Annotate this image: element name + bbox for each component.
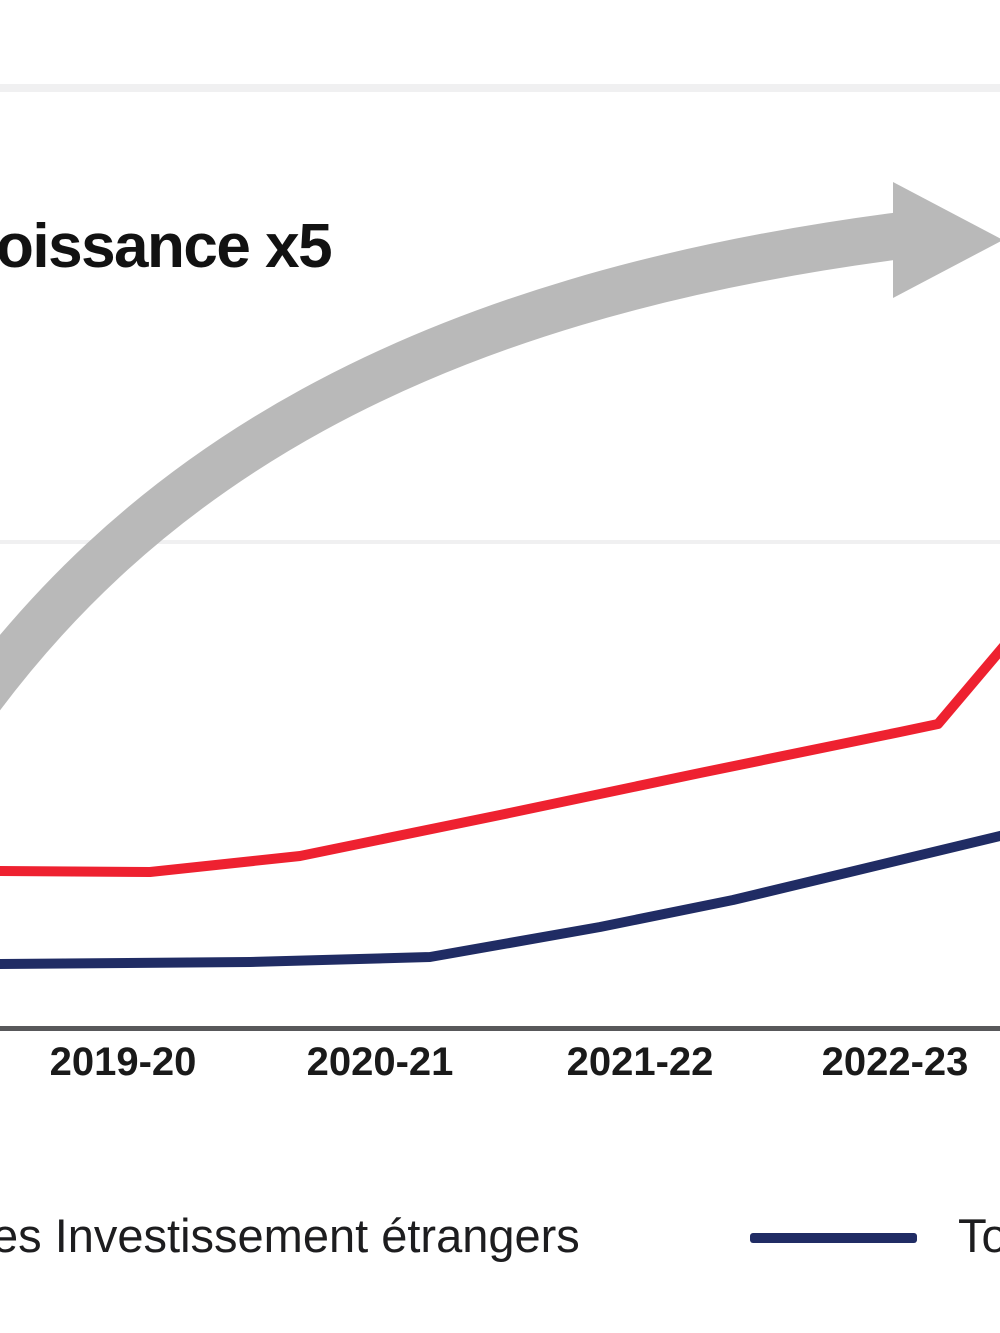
legend-swatch-navy [750,1233,917,1243]
legend-label-investissement-etrangers: es Investissement étrangers [0,1209,580,1262]
gridline-top [0,84,1000,92]
growth-arrow-head-icon [893,182,1000,298]
growth-arrow [0,212,901,711]
growth-annotation-label: oissance x5 [0,212,333,281]
series-line-red [0,642,1000,877]
x-axis-line [0,1026,1000,1031]
x-axis-label-2021-22: 2021-22 [566,1040,714,1084]
x-axis-label-2019-20: 2019-20 [49,1040,197,1084]
legend-label-total: To [958,1209,1000,1262]
gridline-middle [0,540,1000,544]
series-line-navy [0,830,1000,969]
x-axis-label-2020-21: 2020-21 [306,1040,454,1084]
x-axis-label-2022-23: 2022-23 [821,1040,969,1084]
